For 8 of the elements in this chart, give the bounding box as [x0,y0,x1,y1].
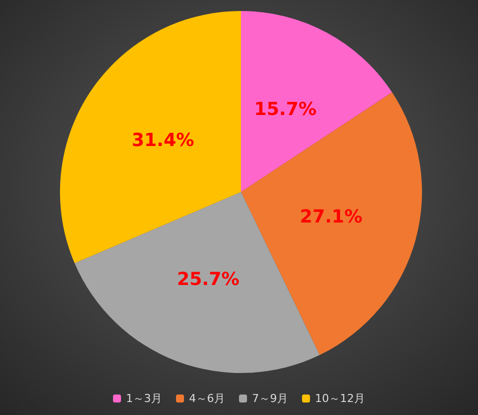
data-label: 31.4% [132,130,194,151]
legend-label: 1～3月 [126,392,162,405]
legend-label: 7～9月 [252,392,288,405]
legend-label: 4～6月 [189,392,226,405]
data-label: 15.7% [254,99,317,120]
data-label: 27.1% [300,206,362,228]
legend-label: 10～12月 [315,392,365,405]
data-label: 25.7% [176,269,240,290]
